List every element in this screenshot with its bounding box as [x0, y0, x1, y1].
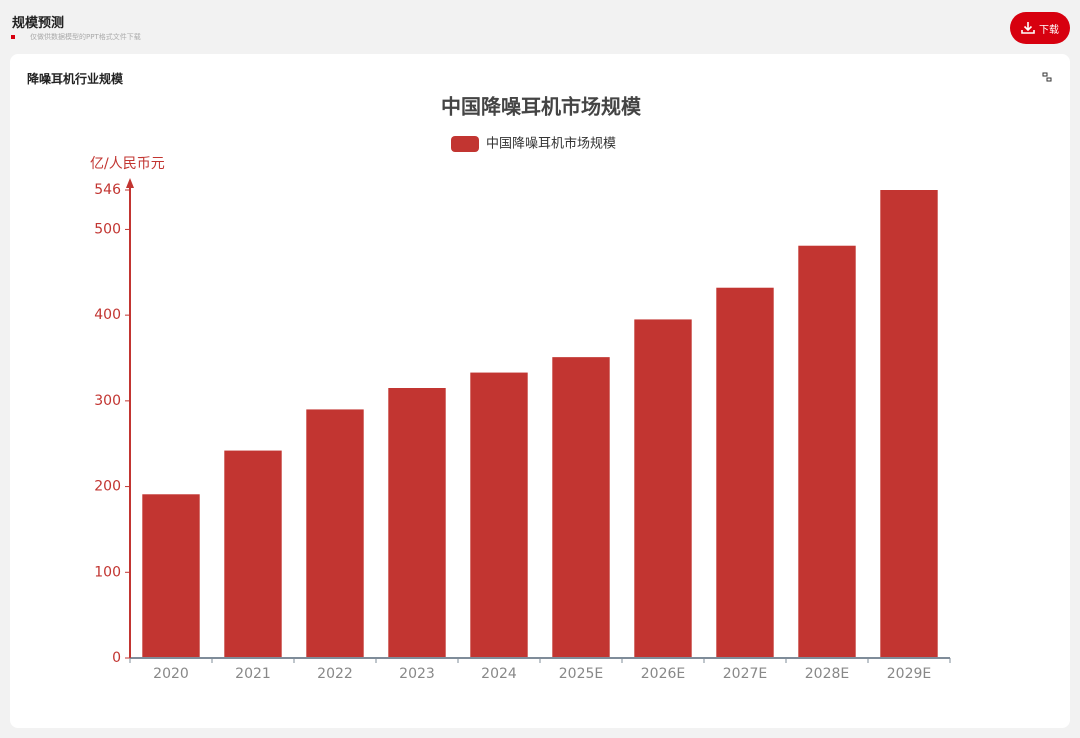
- marker: [11, 35, 15, 39]
- y-tick-label: 200: [94, 479, 121, 495]
- page-title: 规模预测: [12, 16, 65, 31]
- download-label: 下载: [1039, 24, 1059, 36]
- y-tick-label: 100: [94, 564, 121, 580]
- bar: [880, 190, 938, 658]
- bar: [306, 409, 364, 658]
- bar: [552, 357, 610, 658]
- x-tick-label: 2025E: [559, 666, 603, 682]
- bar: [716, 287, 774, 658]
- y-tick-label: 546: [94, 182, 121, 198]
- y-axis-arrow: [126, 178, 134, 188]
- download-button[interactable]: 下载: [1010, 12, 1070, 44]
- icon[interactable]: [1042, 72, 1052, 82]
- bar: [224, 450, 282, 658]
- x-tick-label: 2023: [399, 666, 435, 682]
- y-axis-label: 亿/人民币元: [90, 156, 165, 172]
- bar: [388, 388, 446, 658]
- y-tick-label: 400: [94, 307, 121, 323]
- chart-title: 中国降噪耳机市场规模: [441, 95, 642, 119]
- bar: [798, 245, 856, 658]
- x-tick-label: 2027E: [723, 666, 767, 682]
- subtitle: 仅做供数据模型的PPT格式文件下载: [30, 33, 141, 41]
- x-tick-label: 2021: [235, 666, 271, 682]
- x-tick-label: 2022: [317, 666, 353, 682]
- y-tick-label: 0: [112, 650, 121, 666]
- y-tick-label: 500: [94, 221, 121, 237]
- x-tick-label: 2026E: [641, 666, 685, 682]
- legend-label: 中国降噪耳机市场规模: [486, 136, 616, 152]
- bar: [470, 372, 528, 658]
- bar: [142, 494, 200, 658]
- card-title: 降噪耳机行业规模: [27, 72, 124, 86]
- y-tick-label: 300: [94, 393, 121, 409]
- bar: [634, 319, 692, 658]
- legend-swatch: [451, 136, 479, 152]
- x-tick-label: 2020: [153, 666, 189, 682]
- x-tick-label: 2028E: [805, 666, 849, 682]
- x-tick-label: 2024: [481, 666, 517, 682]
- download-icon: [1021, 22, 1035, 34]
- x-tick-label: 2029E: [887, 666, 931, 682]
